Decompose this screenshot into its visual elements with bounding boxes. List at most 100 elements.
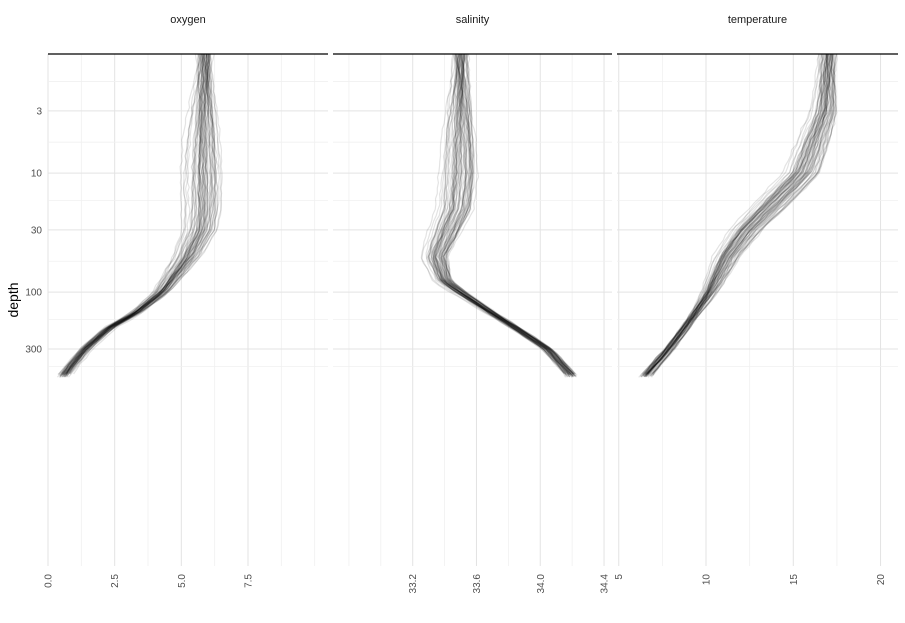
profile-line [652, 53, 834, 376]
y-tick-label: 3 [36, 106, 42, 117]
profile-line [432, 53, 569, 377]
profile-line [647, 53, 833, 375]
profile-line [65, 53, 202, 376]
profile-line [644, 53, 835, 377]
profile-line [63, 53, 205, 376]
profile-line [67, 53, 209, 378]
profile-line [434, 54, 575, 378]
profile-line [645, 53, 826, 378]
profile-line [645, 53, 836, 378]
profile-line [59, 53, 204, 378]
panel-temperature: temperature 5 10 15 20 [614, 14, 898, 585]
profile-line [56, 53, 200, 378]
profile-line [432, 53, 575, 377]
profile-line [650, 53, 830, 377]
profile-line [642, 53, 823, 377]
profile-line [427, 53, 569, 375]
profile-line [646, 53, 838, 378]
profile-line [643, 53, 824, 377]
profile-line [421, 53, 567, 378]
profile-line [430, 53, 574, 375]
profile-line [69, 53, 215, 374]
profile-line [66, 53, 206, 378]
profile-line [435, 53, 567, 377]
profile-line [62, 53, 221, 376]
profile-line [65, 53, 223, 376]
profile-line [644, 53, 834, 375]
profile-line [644, 53, 836, 376]
profile-line [443, 53, 574, 378]
profile-line [63, 53, 213, 376]
profile-line [58, 53, 211, 375]
profile-line [638, 53, 838, 378]
profile-line [642, 53, 829, 375]
profile-line [426, 53, 573, 377]
profile-line [646, 53, 832, 376]
profile-line [66, 53, 204, 375]
profile-line [433, 53, 575, 378]
profile-line [440, 53, 577, 377]
x-tick-label: 5 [614, 574, 625, 580]
profile-line [432, 53, 568, 376]
profile-line [427, 53, 574, 375]
profile-line [63, 54, 206, 374]
x-tick-label: 34.4 [600, 574, 611, 594]
panel-salinity: salinity 33.2 33.6 34.0 34.4 [333, 14, 612, 593]
profile-line [66, 53, 211, 374]
profile-line [646, 53, 838, 375]
profile-line [649, 53, 829, 377]
profile-line [445, 53, 570, 376]
profile-line [440, 53, 576, 377]
profile-line [644, 53, 829, 378]
profile-line [59, 53, 213, 376]
profile-line [434, 53, 574, 377]
panel-title-oxygen: oxygen [170, 14, 205, 26]
profile-line [426, 53, 574, 377]
profile-line [640, 53, 829, 378]
profile-line [647, 53, 827, 377]
profile-line [61, 53, 206, 378]
profile-line [57, 53, 212, 375]
profile-line [59, 53, 210, 376]
profile-line [435, 53, 571, 376]
profile-line [59, 53, 207, 378]
profile-line [62, 53, 215, 376]
profile-line [647, 53, 825, 378]
profile-line [59, 53, 205, 377]
profile-line [641, 53, 830, 378]
profile-line [643, 53, 825, 374]
profile-line [651, 53, 827, 378]
profile-line [439, 53, 576, 375]
profile-line [432, 53, 574, 376]
profile-line [647, 53, 834, 375]
profile-line [645, 53, 831, 376]
profile-line [432, 53, 570, 378]
profile-line [64, 53, 210, 375]
profile-line [442, 53, 572, 375]
x-tick-label: 5.0 [177, 574, 188, 588]
x-tick-label: 34.0 [536, 574, 547, 594]
y-axis-label: depth [5, 282, 21, 317]
profile-line [60, 53, 202, 374]
profile-line [642, 53, 832, 376]
profile-line [62, 53, 209, 375]
profile-line [644, 53, 837, 376]
profile-line [434, 53, 570, 375]
profile-line [65, 53, 209, 374]
profile-line [645, 53, 829, 377]
profile-line [645, 53, 828, 377]
profile-line [646, 53, 834, 375]
profile-line [641, 53, 827, 375]
profile-line [644, 53, 824, 378]
profile-line [440, 53, 565, 374]
x-tick-label: 20 [876, 574, 887, 586]
profile-line [442, 53, 571, 378]
profile-line [644, 53, 828, 375]
profile-line [444, 53, 574, 377]
y-tick-label: 10 [31, 169, 43, 180]
profile-line [442, 53, 575, 375]
profile-line [428, 53, 571, 375]
profile-line [440, 53, 568, 378]
profile-line [434, 53, 573, 376]
x-tick-label: 7.5 [244, 574, 255, 588]
